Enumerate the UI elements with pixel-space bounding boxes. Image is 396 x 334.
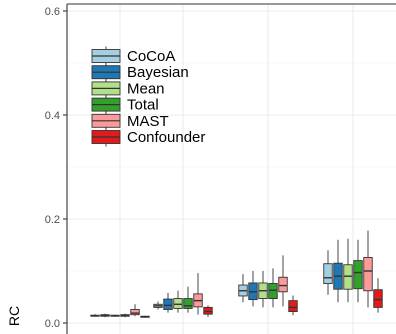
legend-label: Mean <box>127 80 165 97</box>
box-body <box>373 289 383 308</box>
box-body <box>183 298 193 309</box>
box-confounder-group-2 <box>203 305 213 317</box>
box-confounder-group-3 <box>288 295 298 316</box>
box-mast-group-1 <box>130 304 140 317</box>
legend-item-mast: MAST <box>91 111 169 131</box>
box-confounder-group-4 <box>373 278 383 313</box>
legend-item-mean: Mean <box>91 78 165 98</box>
y-tick-label: 0.6 <box>45 6 60 18</box>
box-mean-group-1 <box>110 314 120 317</box>
legend-item-cocoa: CoCoA <box>91 46 175 66</box>
box-bayesian-group-2 <box>163 292 173 313</box>
box-body <box>323 263 333 284</box>
box-body <box>173 298 183 309</box>
box-cocoa-group-1 <box>90 314 100 317</box>
legend-item-total: Total <box>91 95 159 115</box>
legend-item-confounder: Confounder <box>91 127 205 147</box>
box-total-group-3 <box>268 268 278 308</box>
box-body <box>343 264 353 290</box>
box-total-group-1 <box>120 313 130 318</box>
legend-label: CoCoA <box>127 48 175 65</box>
box-body <box>288 300 298 313</box>
box-cocoa-group-4 <box>323 250 333 295</box>
box-body <box>163 298 173 310</box>
y-tick-label: 0.0 <box>45 318 60 330</box>
legend-label: MAST <box>127 113 169 130</box>
box-mean-group-4 <box>343 238 353 303</box>
box-total-group-4 <box>353 239 363 303</box>
box-confounder-group-1 <box>140 315 150 318</box>
box-mast-group-4 <box>363 230 373 308</box>
y-axis-title: RC <box>6 306 22 326</box>
y-tick-label: 0.4 <box>45 110 60 122</box>
box-body <box>353 260 363 290</box>
box-body <box>130 309 140 316</box>
y-axis-ticks: 0.0 0.2 0.4 0.6 <box>45 6 67 330</box>
box-bayesian-group-4 <box>333 239 343 303</box>
legend-label: Total <box>127 97 159 114</box>
box-total-group-2 <box>183 286 193 313</box>
box-body <box>203 306 213 315</box>
boxes-layer <box>90 230 383 318</box>
box-mean-group-2 <box>173 290 183 313</box>
box-bayesian-group-1 <box>100 313 110 318</box>
major-gridlines <box>67 10 396 324</box>
legend-label: Confounder <box>127 129 205 146</box>
box-body <box>278 276 288 293</box>
box-bayesian-group-3 <box>248 271 258 307</box>
box-mast-group-2 <box>193 273 203 315</box>
box-body <box>268 283 278 300</box>
legend-label: Bayesian <box>127 64 189 81</box>
box-cocoa-group-3 <box>238 274 248 303</box>
box-body <box>363 257 373 292</box>
box-mast-group-3 <box>278 255 288 307</box>
box-cocoa-group-2 <box>153 301 163 310</box>
y-tick-label: 0.2 <box>45 214 60 226</box>
box-mean-group-3 <box>258 271 268 308</box>
legend-item-bayesian: Bayesian <box>91 62 189 82</box>
